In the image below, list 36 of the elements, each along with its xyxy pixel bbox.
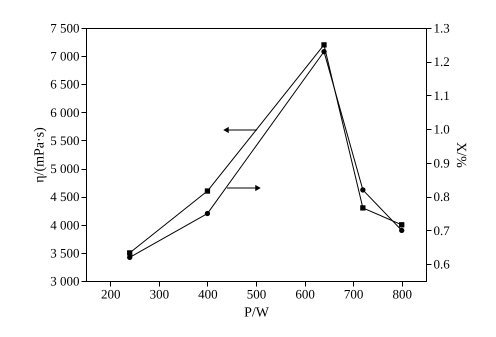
- y2-tick-label: 0.9: [434, 155, 450, 170]
- y2-axis-title: X/%: [452, 142, 468, 168]
- point: [360, 187, 366, 193]
- y2-tick-label: 1.0: [434, 122, 450, 137]
- y-tick-label: 3 500: [50, 245, 80, 260]
- point: [360, 205, 366, 211]
- y2-tick-label: 1.3: [434, 20, 450, 36]
- x-tick-label: 400: [198, 286, 218, 302]
- y2-tick-label: 0.8: [434, 189, 450, 204]
- y-tick-label: 3 000: [50, 274, 80, 288]
- y-tick-label: 6 500: [50, 76, 80, 92]
- y-axis-title: η/(mPa·s): [32, 126, 48, 183]
- point: [321, 48, 327, 54]
- x-tick-label: 800: [392, 286, 412, 302]
- point: [321, 42, 327, 48]
- y-tick-label: 7 000: [50, 48, 80, 64]
- y2-tick-label: 1.2: [434, 54, 450, 70]
- y2-tick-label: 0.7: [434, 222, 450, 238]
- x-tick-label: 600: [295, 286, 315, 302]
- y-tick-label: 7 500: [50, 20, 80, 36]
- x-tick-label: 300: [150, 286, 170, 302]
- point: [127, 250, 132, 256]
- point: [399, 222, 404, 228]
- y-tick-label: 5 000: [50, 161, 80, 176]
- x-axis-title: P/W: [244, 306, 270, 320]
- x-tick-label: 500: [246, 286, 266, 302]
- y-tick-label: 6 000: [50, 104, 80, 120]
- y2-tick-label: 0.6: [434, 256, 450, 272]
- y2-tick-label: 1.1: [434, 88, 450, 103]
- point: [399, 228, 404, 234]
- x-tick-label: 700: [344, 286, 364, 302]
- x-tick-label: 200: [101, 286, 121, 302]
- y-tick-label: 5 500: [50, 132, 80, 148]
- y-tick-label: 4 000: [50, 217, 80, 232]
- y-tick-label: 4 500: [50, 189, 80, 204]
- point: [204, 210, 210, 216]
